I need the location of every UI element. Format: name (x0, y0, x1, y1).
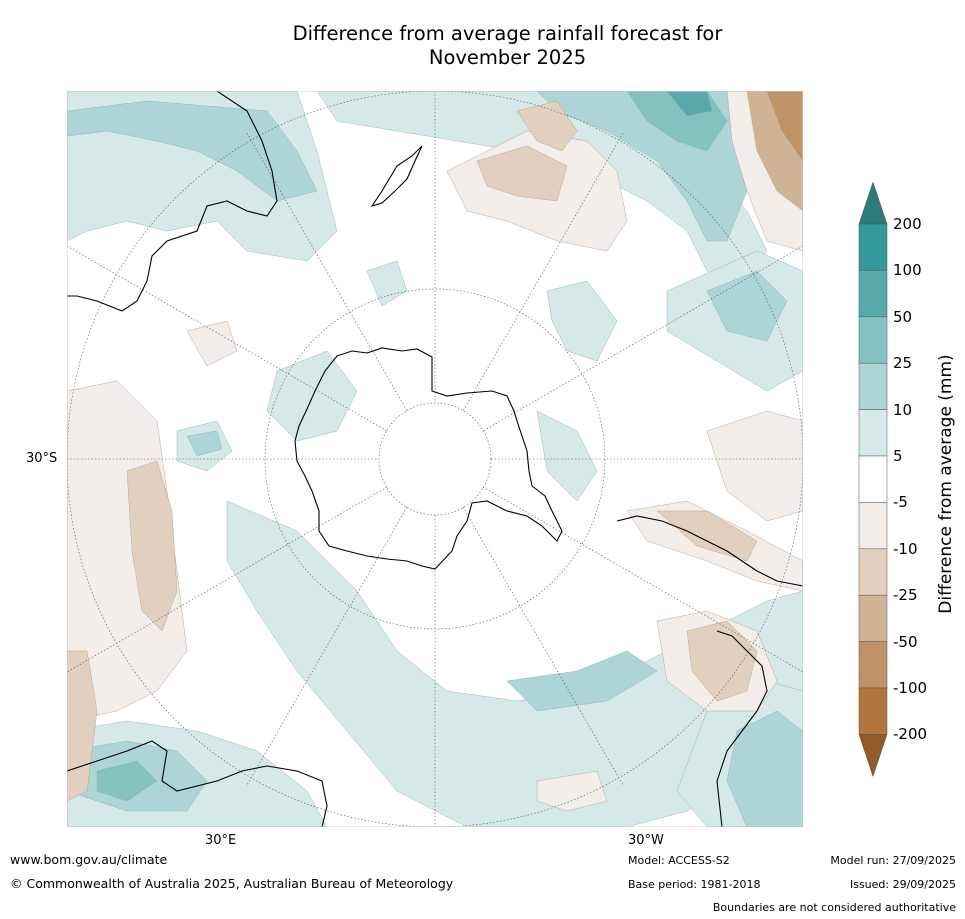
colorbar-tick-label: -50 (893, 632, 918, 651)
footer-boundaries-note: Boundaries are not considered authoritat… (712, 901, 956, 914)
colorbar-segment-m50-m100 (858, 641, 888, 689)
map-title: Difference from average rainfall forecas… (0, 22, 965, 70)
latitude-label-30s: 30°S (26, 451, 58, 466)
new-zealand-coastline (370, 145, 423, 207)
colorbar (858, 181, 888, 778)
colorbar-segment-5-10 (858, 409, 888, 457)
longitude-label-30e: 30°E (205, 833, 237, 848)
colorbar-tick-label: 200 (893, 215, 922, 233)
coastlines (67, 91, 803, 827)
colorbar-extend-max (858, 181, 888, 225)
colorbar-segment-25-50 (858, 316, 888, 364)
africa-coastline (67, 740, 328, 827)
colorbar-tick-label: 50 (893, 307, 913, 326)
colorbar-tick-label: -5 (893, 493, 908, 512)
colorbar-tick-label: -10 (893, 539, 918, 558)
australia-coastline (67, 91, 278, 312)
colorbar-title: Difference from average (mm) (936, 354, 956, 614)
colorbar-tick-label: 10 (893, 400, 913, 419)
colorbar-tick-label: -100 (893, 679, 928, 697)
map-title-line1: Difference from average rainfall forecas… (292, 22, 723, 45)
footer-model-run: Model run: 27/09/2025 (830, 854, 956, 867)
footer-issued: Issued: 29/09/2025 (849, 878, 956, 891)
footer-model: Model: ACCESS-S2 (628, 854, 730, 867)
colorbar-segment-neutral (858, 455, 888, 503)
longitude-label-30w: 30°W (628, 833, 664, 848)
wetter-than-average-regions (67, 91, 803, 827)
footer-copyright: © Commonwealth of Australia 2025, Austra… (10, 876, 454, 891)
colorbar-tick-label: -200 (893, 725, 928, 744)
rainfall-anomaly-map (67, 91, 803, 827)
colorbar-segment-m100-m200 (858, 687, 888, 735)
antarctica-coastline (294, 347, 563, 570)
colorbar-tick-label: 100 (893, 261, 922, 280)
colorbar-segment-m5-m10 (858, 502, 888, 550)
colorbar-segment-10-25 (858, 362, 888, 410)
colorbar-tick-label: 5 (893, 447, 903, 465)
map-title-line2: November 2025 (428, 46, 587, 69)
footer-base-period: Base period: 1981-2018 (628, 878, 761, 891)
colorbar-segment-50-100 (858, 270, 888, 318)
footer-url[interactable]: www.bom.gov.au/climate (10, 852, 168, 867)
drier-than-average-regions (67, 91, 803, 812)
colorbar-tick-label: 25 (893, 354, 913, 373)
colorbar-segment-100-200 (858, 223, 888, 271)
colorbar-tick-label: -25 (893, 586, 918, 605)
colorbar-segment-m25-m50 (858, 594, 888, 642)
colorbar-extend-min (858, 734, 888, 778)
colorbar-segment-m10-m25 (858, 548, 888, 596)
south-america-coastline (616, 515, 803, 827)
